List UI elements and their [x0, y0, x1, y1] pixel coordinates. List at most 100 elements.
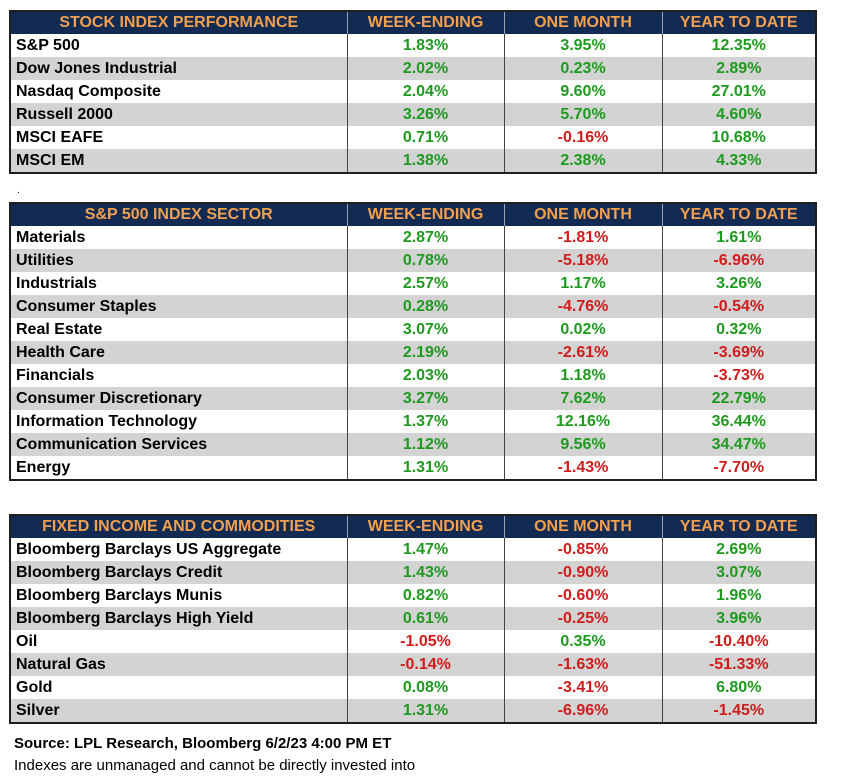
table-row: S&P 500 1.83% 3.95% 12.35% — [10, 34, 817, 57]
table-row: Russell 2000 3.26% 5.70% 4.60% — [10, 103, 817, 126]
return-value: 1.83% — [347, 34, 505, 57]
return-value: -3.69% — [662, 341, 817, 364]
row-label: Consumer Discretionary — [10, 387, 348, 410]
row-label: Materials — [10, 226, 348, 249]
column-header: ONE MONTH — [504, 515, 663, 538]
return-value: -6.96% — [662, 249, 817, 272]
return-value: 0.82% — [347, 584, 505, 607]
return-value: 2.87% — [347, 226, 505, 249]
table-row: Silver 1.31% -6.96% -1.45% — [10, 699, 817, 723]
return-value: 3.96% — [662, 607, 817, 630]
column-header: WEEK-ENDING — [347, 11, 505, 34]
table-row: Natural Gas -0.14% -1.63% -51.33% — [10, 653, 817, 676]
return-value: 9.60% — [504, 80, 663, 103]
return-value: -1.63% — [504, 653, 663, 676]
return-value: 1.38% — [347, 149, 505, 173]
return-value: 3.95% — [504, 34, 663, 57]
return-value: 3.27% — [347, 387, 505, 410]
table-row: Oil -1.05% 0.35% -10.40% — [10, 630, 817, 653]
column-header: WEEK-ENDING — [347, 203, 505, 226]
return-value: 9.56% — [504, 433, 663, 456]
return-value: -4.76% — [504, 295, 663, 318]
return-value: -3.41% — [504, 676, 663, 699]
return-value: -1.43% — [504, 456, 663, 480]
return-value: 1.43% — [347, 561, 505, 584]
column-header: YEAR TO DATE — [662, 515, 817, 538]
table-row: Utilities 0.78% -5.18% -6.96% — [10, 249, 817, 272]
table-row: Bloomberg Barclays US Aggregate 1.47% -0.8… — [10, 538, 817, 561]
column-header: ONE MONTH — [504, 11, 663, 34]
return-value: 1.31% — [347, 699, 505, 723]
return-value: 2.04% — [347, 80, 505, 103]
table-header-row: S&P 500 INDEX SECTOR WEEK-ENDING ONE MONTH… — [10, 203, 817, 226]
return-value: -10.40% — [662, 630, 817, 653]
return-value: -7.70% — [662, 456, 817, 480]
row-label: Industrials — [10, 272, 348, 295]
return-value: 3.07% — [347, 318, 505, 341]
return-value: 1.47% — [347, 538, 505, 561]
return-value: 2.89% — [662, 57, 817, 80]
return-value: 4.33% — [662, 149, 817, 173]
table-row: Bloomberg Barclays Credit 1.43% -0.90% 3.07… — [10, 561, 817, 584]
column-header: FIXED INCOME AND COMMODITIES — [10, 515, 348, 538]
row-label: Russell 2000 — [10, 103, 348, 126]
return-value: 36.44% — [662, 410, 817, 433]
return-value: -0.54% — [662, 295, 817, 318]
return-value: 22.79% — [662, 387, 817, 410]
return-value: 2.38% — [504, 149, 663, 173]
return-value: -1.81% — [504, 226, 663, 249]
table-row: Materials 2.87% -1.81% 1.61% — [10, 226, 817, 249]
sp500-sector-table: S&P 500 INDEX SECTOR WEEK-ENDING ONE MONTH… — [9, 202, 817, 481]
row-label: Bloomberg Barclays US Aggregate — [10, 538, 348, 561]
table-row: Bloomberg Barclays High Yield 0.61% -0.25%… — [10, 607, 817, 630]
row-label: S&P 500 — [10, 34, 348, 57]
column-header: YEAR TO DATE — [662, 203, 817, 226]
source-footnote: Source: LPL Research, Bloomberg 6/2/23 4… — [14, 735, 392, 752]
row-label: Gold — [10, 676, 348, 699]
row-label: Health Care — [10, 341, 348, 364]
table-row: Consumer Discretionary 3.27% 7.62% 22.79% — [10, 387, 817, 410]
return-value: 34.47% — [662, 433, 817, 456]
return-value: 0.61% — [347, 607, 505, 630]
return-value: 1.18% — [504, 364, 663, 387]
return-value: 1.96% — [662, 584, 817, 607]
return-value: 0.71% — [347, 126, 505, 149]
return-value: 0.35% — [504, 630, 663, 653]
table-row: MSCI EAFE 0.71% -0.16% 10.68% — [10, 126, 817, 149]
return-value: 12.16% — [504, 410, 663, 433]
row-label: Communication Services — [10, 433, 348, 456]
return-value: -6.96% — [504, 699, 663, 723]
row-label: Nasdaq Composite — [10, 80, 348, 103]
return-value: -2.61% — [504, 341, 663, 364]
table-row: Information Technology 1.37% 12.16% 36.44% — [10, 410, 817, 433]
return-value: -0.25% — [504, 607, 663, 630]
column-header: YEAR TO DATE — [662, 11, 817, 34]
row-label: Bloomberg Barclays High Yield — [10, 607, 348, 630]
row-label: Natural Gas — [10, 653, 348, 676]
row-label: Utilities — [10, 249, 348, 272]
return-value: 4.60% — [662, 103, 817, 126]
return-value: 2.02% — [347, 57, 505, 80]
column-header: WEEK-ENDING — [347, 515, 505, 538]
row-label: MSCI EM — [10, 149, 348, 173]
return-value: 0.23% — [504, 57, 663, 80]
return-value: 2.57% — [347, 272, 505, 295]
return-value: 1.61% — [662, 226, 817, 249]
row-label: Information Technology — [10, 410, 348, 433]
return-value: 2.69% — [662, 538, 817, 561]
return-value: -5.18% — [504, 249, 663, 272]
table-row: Energy 1.31% -1.43% -7.70% — [10, 456, 817, 480]
table-row: Real Estate 3.07% 0.02% 0.32% — [10, 318, 817, 341]
return-value: -0.16% — [504, 126, 663, 149]
table-row: Health Care 2.19% -2.61% -3.69% — [10, 341, 817, 364]
table-row: Communication Services 1.12% 9.56% 34.47% — [10, 433, 817, 456]
fixed-income-commodities-table: FIXED INCOME AND COMMODITIES WEEK-ENDING O… — [9, 514, 817, 724]
return-value: 3.26% — [347, 103, 505, 126]
table-header-row: STOCK INDEX PERFORMANCE WEEK-ENDING ONE MO… — [10, 11, 817, 34]
return-value: -0.85% — [504, 538, 663, 561]
row-label: Bloomberg Barclays Credit — [10, 561, 348, 584]
return-value: 1.17% — [504, 272, 663, 295]
table-row: Nasdaq Composite 2.04% 9.60% 27.01% — [10, 80, 817, 103]
table-row: Dow Jones Industrial 2.02% 0.23% 2.89% — [10, 57, 817, 80]
return-value: -51.33% — [662, 653, 817, 676]
